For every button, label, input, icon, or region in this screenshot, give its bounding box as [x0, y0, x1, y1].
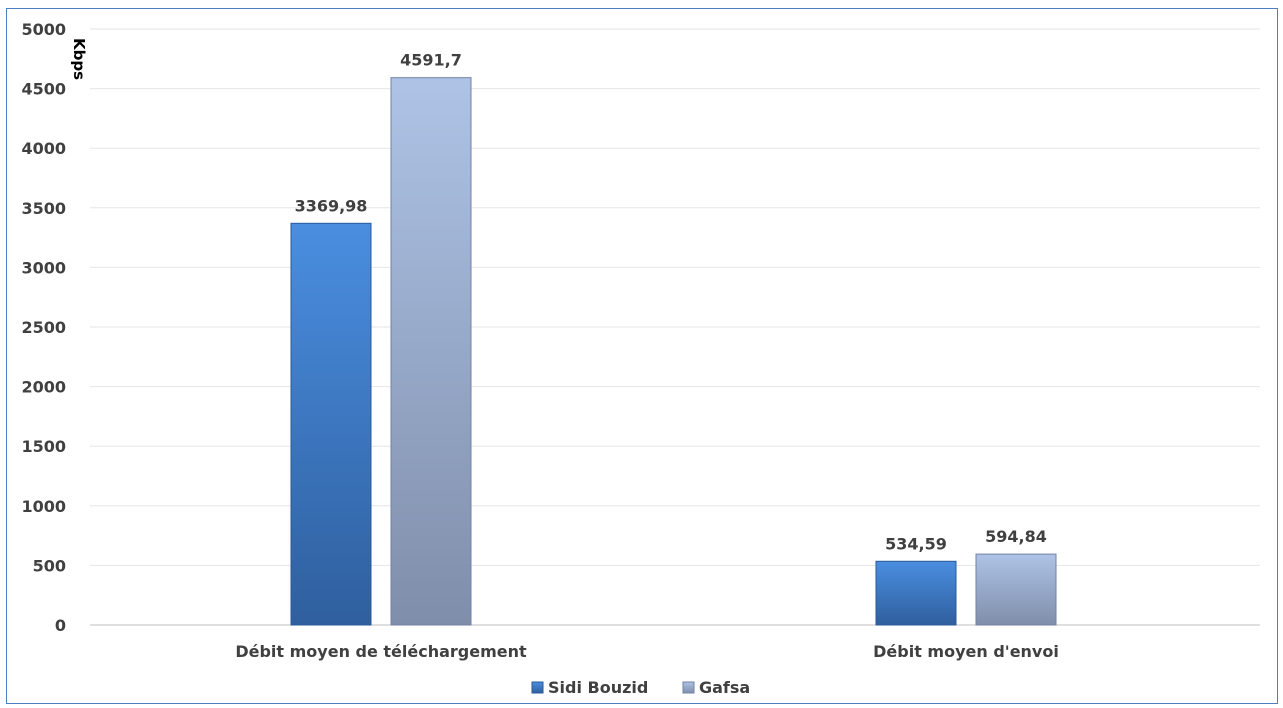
y-axis-unit-label: Kbps: [70, 38, 88, 80]
data-label: 594,84: [985, 527, 1047, 546]
x-category-label: Débit moyen d'envoi: [873, 642, 1059, 661]
legend-label: Gafsa: [699, 678, 750, 697]
y-tick-label: 1500: [21, 437, 66, 456]
bar-gafsa: [390, 77, 472, 626]
y-tick-label: 5000: [21, 20, 66, 39]
x-axis-categories: Débit moyen de téléchargement Débit moyen…: [235, 642, 1059, 661]
bars: [290, 77, 1057, 626]
legend-label: Sidi Bouzid: [548, 678, 648, 697]
legend-swatch: [531, 681, 544, 694]
x-category-label: Débit moyen de téléchargement: [235, 642, 527, 661]
chart-frame: [6, 8, 1278, 704]
y-tick-label: 3500: [21, 199, 66, 218]
y-tick-label: 500: [33, 556, 66, 575]
data-labels: 3369,98 4591,7 534,59 594,84: [295, 51, 1047, 554]
bar-sidi-bouzid: [875, 560, 957, 626]
data-label: 534,59: [885, 534, 947, 553]
bar-gafsa: [975, 553, 1057, 626]
y-tick-label: 3000: [21, 258, 66, 277]
y-axis-ticks: 0 500 1000 1500 2000 2500 3000 3500 4000 4500 5000: [21, 20, 66, 635]
y-tick-label: 1000: [21, 497, 66, 516]
y-tick-label: 0: [55, 616, 66, 635]
data-label: 4591,7: [400, 51, 462, 70]
y-tick-label: 4500: [21, 80, 66, 99]
bar-sidi-bouzid: [290, 222, 372, 626]
legend-swatch: [682, 681, 695, 694]
y-tick-label: 2000: [21, 378, 66, 397]
y-tick-label: 2500: [21, 318, 66, 337]
gridlines: [90, 28, 1260, 626]
legend: Sidi Bouzid Gafsa: [531, 678, 750, 697]
data-label: 3369,98: [295, 196, 368, 215]
y-tick-label: 4000: [21, 139, 66, 158]
